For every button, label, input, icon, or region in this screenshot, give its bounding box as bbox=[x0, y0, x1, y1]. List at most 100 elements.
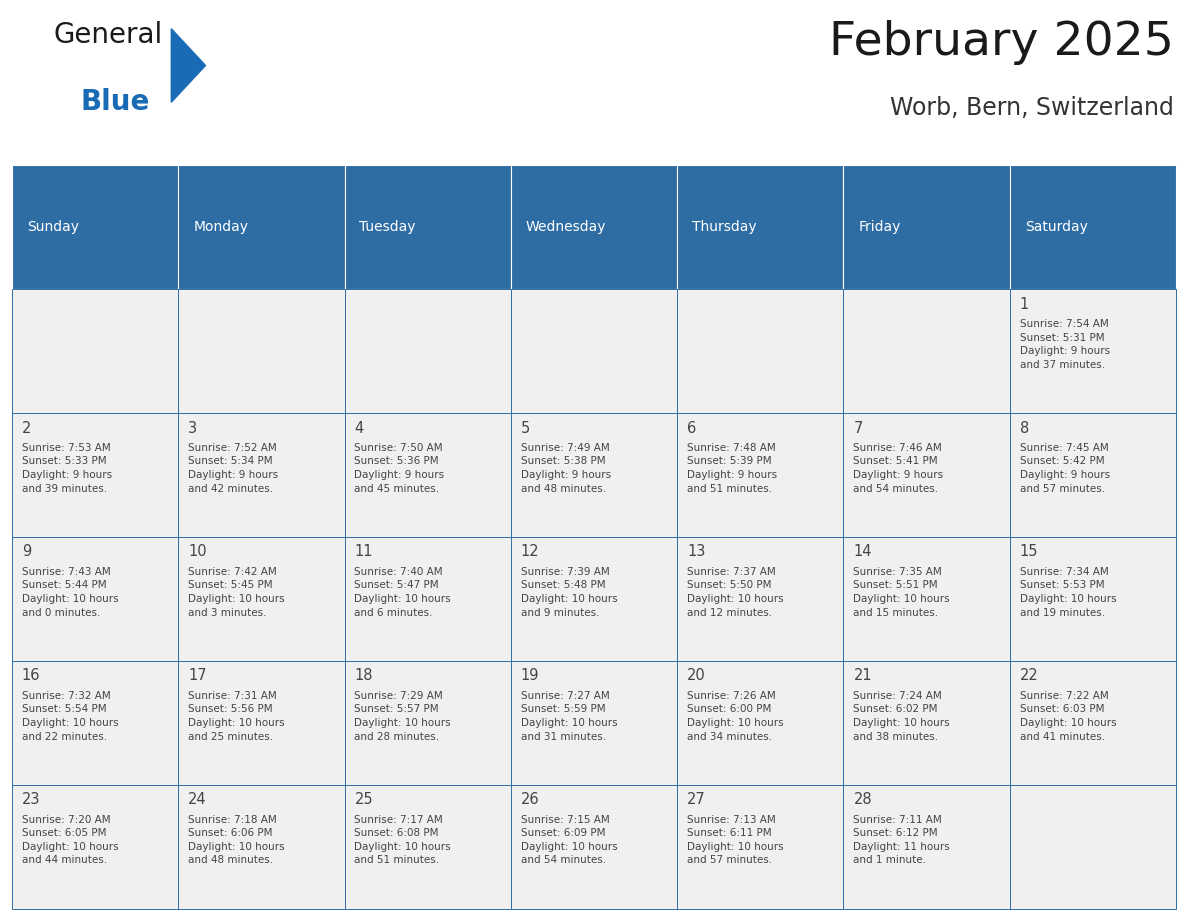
Text: 20: 20 bbox=[687, 668, 706, 683]
Bar bbox=[843, 661, 1010, 785]
Text: 15: 15 bbox=[1019, 544, 1038, 559]
Bar bbox=[677, 661, 843, 785]
Text: Sunrise: 7:54 AM
Sunset: 5:31 PM
Daylight: 9 hours
and 37 minutes.: Sunrise: 7:54 AM Sunset: 5:31 PM Dayligh… bbox=[1019, 319, 1110, 370]
Bar bbox=[1010, 165, 1176, 289]
Bar bbox=[178, 537, 345, 661]
Bar bbox=[511, 537, 677, 661]
Text: 7: 7 bbox=[853, 420, 862, 435]
Bar bbox=[843, 413, 1010, 537]
Text: 25: 25 bbox=[354, 792, 373, 807]
Bar bbox=[178, 413, 345, 537]
Polygon shape bbox=[171, 28, 206, 102]
Text: Sunrise: 7:45 AM
Sunset: 5:42 PM
Daylight: 9 hours
and 57 minutes.: Sunrise: 7:45 AM Sunset: 5:42 PM Dayligh… bbox=[1019, 442, 1110, 494]
Bar bbox=[843, 289, 1010, 413]
Bar bbox=[12, 661, 178, 785]
Bar bbox=[677, 537, 843, 661]
Text: Sunrise: 7:48 AM
Sunset: 5:39 PM
Daylight: 9 hours
and 51 minutes.: Sunrise: 7:48 AM Sunset: 5:39 PM Dayligh… bbox=[687, 442, 777, 494]
Text: 17: 17 bbox=[188, 668, 207, 683]
Text: Sunrise: 7:53 AM
Sunset: 5:33 PM
Daylight: 9 hours
and 39 minutes.: Sunrise: 7:53 AM Sunset: 5:33 PM Dayligh… bbox=[21, 442, 112, 494]
Bar bbox=[178, 785, 345, 909]
Bar bbox=[345, 165, 511, 289]
Bar bbox=[511, 661, 677, 785]
Bar bbox=[12, 413, 178, 537]
Text: 21: 21 bbox=[853, 668, 872, 683]
Text: 27: 27 bbox=[687, 792, 706, 807]
Text: Sunrise: 7:22 AM
Sunset: 6:03 PM
Daylight: 10 hours
and 41 minutes.: Sunrise: 7:22 AM Sunset: 6:03 PM Dayligh… bbox=[1019, 690, 1117, 742]
Text: Sunrise: 7:31 AM
Sunset: 5:56 PM
Daylight: 10 hours
and 25 minutes.: Sunrise: 7:31 AM Sunset: 5:56 PM Dayligh… bbox=[188, 690, 285, 742]
Text: Monday: Monday bbox=[194, 220, 248, 234]
Bar bbox=[345, 537, 511, 661]
Text: Worb, Bern, Switzerland: Worb, Bern, Switzerland bbox=[890, 95, 1174, 120]
Text: Sunrise: 7:50 AM
Sunset: 5:36 PM
Daylight: 9 hours
and 45 minutes.: Sunrise: 7:50 AM Sunset: 5:36 PM Dayligh… bbox=[354, 442, 444, 494]
Bar bbox=[1010, 661, 1176, 785]
Text: Sunrise: 7:24 AM
Sunset: 6:02 PM
Daylight: 10 hours
and 38 minutes.: Sunrise: 7:24 AM Sunset: 6:02 PM Dayligh… bbox=[853, 690, 950, 742]
Text: Friday: Friday bbox=[859, 220, 901, 234]
Text: Sunrise: 7:11 AM
Sunset: 6:12 PM
Daylight: 11 hours
and 1 minute.: Sunrise: 7:11 AM Sunset: 6:12 PM Dayligh… bbox=[853, 814, 950, 866]
Text: Sunrise: 7:29 AM
Sunset: 5:57 PM
Daylight: 10 hours
and 28 minutes.: Sunrise: 7:29 AM Sunset: 5:57 PM Dayligh… bbox=[354, 690, 451, 742]
Text: 9: 9 bbox=[21, 544, 31, 559]
Text: 14: 14 bbox=[853, 544, 872, 559]
Text: 4: 4 bbox=[354, 420, 364, 435]
Bar bbox=[511, 165, 677, 289]
Bar bbox=[843, 537, 1010, 661]
Text: 22: 22 bbox=[1019, 668, 1038, 683]
Text: Sunrise: 7:34 AM
Sunset: 5:53 PM
Daylight: 10 hours
and 19 minutes.: Sunrise: 7:34 AM Sunset: 5:53 PM Dayligh… bbox=[1019, 566, 1117, 618]
Bar bbox=[677, 289, 843, 413]
Text: Sunrise: 7:27 AM
Sunset: 5:59 PM
Daylight: 10 hours
and 31 minutes.: Sunrise: 7:27 AM Sunset: 5:59 PM Dayligh… bbox=[520, 690, 618, 742]
Text: 28: 28 bbox=[853, 792, 872, 807]
Bar bbox=[12, 537, 178, 661]
Text: 5: 5 bbox=[520, 420, 530, 435]
Text: Blue: Blue bbox=[80, 87, 150, 116]
Text: Sunrise: 7:40 AM
Sunset: 5:47 PM
Daylight: 10 hours
and 6 minutes.: Sunrise: 7:40 AM Sunset: 5:47 PM Dayligh… bbox=[354, 566, 451, 618]
Bar bbox=[843, 785, 1010, 909]
Text: Sunrise: 7:39 AM
Sunset: 5:48 PM
Daylight: 10 hours
and 9 minutes.: Sunrise: 7:39 AM Sunset: 5:48 PM Dayligh… bbox=[520, 566, 618, 618]
Text: 11: 11 bbox=[354, 544, 373, 559]
Text: 13: 13 bbox=[687, 544, 706, 559]
Bar bbox=[345, 289, 511, 413]
Text: Sunrise: 7:46 AM
Sunset: 5:41 PM
Daylight: 9 hours
and 54 minutes.: Sunrise: 7:46 AM Sunset: 5:41 PM Dayligh… bbox=[853, 442, 943, 494]
Bar bbox=[511, 289, 677, 413]
Text: 6: 6 bbox=[687, 420, 696, 435]
Text: General: General bbox=[53, 21, 163, 50]
Bar bbox=[12, 289, 178, 413]
Bar bbox=[1010, 785, 1176, 909]
Text: 23: 23 bbox=[21, 792, 40, 807]
Text: 8: 8 bbox=[1019, 420, 1029, 435]
Bar bbox=[1010, 413, 1176, 537]
Bar bbox=[12, 165, 178, 289]
Text: 24: 24 bbox=[188, 792, 207, 807]
Bar bbox=[511, 413, 677, 537]
Text: Sunrise: 7:15 AM
Sunset: 6:09 PM
Daylight: 10 hours
and 54 minutes.: Sunrise: 7:15 AM Sunset: 6:09 PM Dayligh… bbox=[520, 814, 618, 866]
Bar bbox=[12, 785, 178, 909]
Bar bbox=[677, 413, 843, 537]
Text: Sunrise: 7:49 AM
Sunset: 5:38 PM
Daylight: 9 hours
and 48 minutes.: Sunrise: 7:49 AM Sunset: 5:38 PM Dayligh… bbox=[520, 442, 611, 494]
Bar bbox=[677, 165, 843, 289]
Text: 1: 1 bbox=[1019, 297, 1029, 311]
Text: 10: 10 bbox=[188, 544, 207, 559]
Text: Sunrise: 7:13 AM
Sunset: 6:11 PM
Daylight: 10 hours
and 57 minutes.: Sunrise: 7:13 AM Sunset: 6:11 PM Dayligh… bbox=[687, 814, 784, 866]
Text: 12: 12 bbox=[520, 544, 539, 559]
Bar bbox=[345, 661, 511, 785]
Text: 26: 26 bbox=[520, 792, 539, 807]
Text: Wednesday: Wednesday bbox=[526, 220, 606, 234]
Text: February 2025: February 2025 bbox=[829, 20, 1174, 65]
Bar bbox=[1010, 537, 1176, 661]
Text: Sunrise: 7:35 AM
Sunset: 5:51 PM
Daylight: 10 hours
and 15 minutes.: Sunrise: 7:35 AM Sunset: 5:51 PM Dayligh… bbox=[853, 566, 950, 618]
Text: Sunrise: 7:43 AM
Sunset: 5:44 PM
Daylight: 10 hours
and 0 minutes.: Sunrise: 7:43 AM Sunset: 5:44 PM Dayligh… bbox=[21, 566, 119, 618]
Text: 16: 16 bbox=[21, 668, 40, 683]
Text: Sunrise: 7:42 AM
Sunset: 5:45 PM
Daylight: 10 hours
and 3 minutes.: Sunrise: 7:42 AM Sunset: 5:45 PM Dayligh… bbox=[188, 566, 285, 618]
Text: Sunrise: 7:52 AM
Sunset: 5:34 PM
Daylight: 9 hours
and 42 minutes.: Sunrise: 7:52 AM Sunset: 5:34 PM Dayligh… bbox=[188, 442, 278, 494]
Text: Sunrise: 7:18 AM
Sunset: 6:06 PM
Daylight: 10 hours
and 48 minutes.: Sunrise: 7:18 AM Sunset: 6:06 PM Dayligh… bbox=[188, 814, 285, 866]
Text: Sunrise: 7:26 AM
Sunset: 6:00 PM
Daylight: 10 hours
and 34 minutes.: Sunrise: 7:26 AM Sunset: 6:00 PM Dayligh… bbox=[687, 690, 784, 742]
Text: Saturday: Saturday bbox=[1025, 220, 1088, 234]
Text: Sunrise: 7:20 AM
Sunset: 6:05 PM
Daylight: 10 hours
and 44 minutes.: Sunrise: 7:20 AM Sunset: 6:05 PM Dayligh… bbox=[21, 814, 119, 866]
Bar bbox=[843, 165, 1010, 289]
Bar bbox=[178, 661, 345, 785]
Text: 19: 19 bbox=[520, 668, 539, 683]
Bar bbox=[178, 165, 345, 289]
Bar bbox=[345, 785, 511, 909]
Text: 2: 2 bbox=[21, 420, 31, 435]
Bar bbox=[511, 785, 677, 909]
Text: 18: 18 bbox=[354, 668, 373, 683]
Bar bbox=[677, 785, 843, 909]
